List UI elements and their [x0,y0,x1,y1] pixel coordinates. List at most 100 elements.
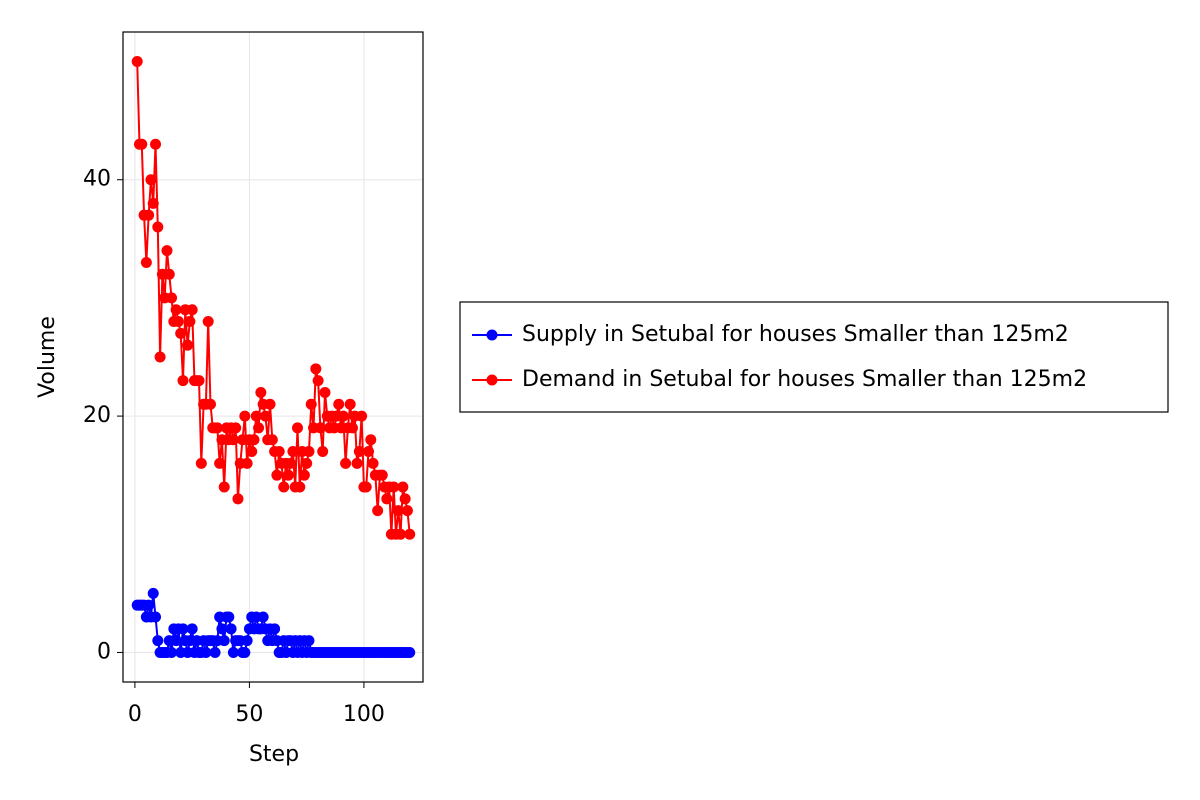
data-point [337,410,349,422]
data-point [294,481,306,493]
data-point [147,587,159,599]
data-point [356,410,368,422]
data-point [150,611,162,623]
data-point [301,457,313,469]
data-point [150,138,162,150]
data-point [310,363,322,375]
data-point [287,446,299,458]
data-point [266,434,278,446]
data-point [223,611,235,623]
data-point [376,469,388,481]
data-point [225,623,237,635]
data-point [209,646,221,658]
data-point [200,646,212,658]
legend-label: Demand in Setubal for houses Smaller tha… [522,367,1087,392]
data-point [214,457,226,469]
data-point [285,457,297,469]
data-point [253,422,265,434]
data-point [303,635,315,647]
data-point [204,398,216,410]
data-point [143,599,155,611]
data-point [232,493,244,505]
data-point [344,398,356,410]
data-point [367,457,379,469]
data-point [381,493,393,505]
y-tick-label: 20 [83,403,111,428]
data-point [147,197,159,209]
data-point [269,623,281,635]
data-point [170,635,182,647]
data-point [264,398,276,410]
series [131,587,416,658]
data-point [218,635,230,647]
data-point [395,528,407,540]
x-tick-label: 100 [343,702,385,727]
data-point [397,481,409,493]
data-point [177,375,189,387]
data-point [175,327,187,339]
data-point [177,623,189,635]
data-point [170,304,182,316]
data-point [218,481,230,493]
y-tick-label: 0 [97,639,111,664]
legend-marker [486,329,498,341]
data-point [372,505,384,517]
data-point [292,422,304,434]
data-point [136,138,148,150]
data-point [246,446,258,458]
data-point [186,623,198,635]
data-point [319,386,331,398]
data-point [305,398,317,410]
data-point [227,646,239,658]
data-point [152,221,164,233]
plot-frame [122,31,424,683]
data-point [282,469,294,481]
data-point [401,505,413,517]
data-point [360,481,372,493]
data-point [184,316,196,328]
data-point [241,635,253,647]
data-point [166,646,178,658]
legend-marker [486,374,498,386]
data-point [182,339,194,351]
data-point [404,528,416,540]
data-point [250,410,262,422]
data-point [392,505,404,517]
data-point [145,174,157,186]
data-point [248,434,260,446]
data-point [230,422,242,434]
data-point [241,457,253,469]
data-point [273,446,285,458]
data-point [239,410,251,422]
data-point [346,422,358,434]
data-point [143,209,155,221]
data-point [172,316,184,328]
x-tick-label: 50 [235,702,263,727]
data-point [163,268,175,280]
data-point [298,469,310,481]
data-point [362,446,374,458]
data-point [239,646,251,658]
data-point [271,469,283,481]
data-point [353,446,365,458]
data-point [259,410,271,422]
data-point [195,457,207,469]
data-point [193,375,205,387]
data-point [161,245,173,257]
x-tick-label: 0 [128,702,142,727]
data-point [152,635,164,647]
data-point [154,351,166,363]
series [131,56,416,540]
data-point [278,481,290,493]
data-point [388,481,400,493]
y-tick-label: 40 [83,167,111,192]
data-point [186,304,198,316]
data-point [303,446,315,458]
x-axis-label: Step [249,742,299,767]
data-point [404,646,416,658]
data-point [365,434,377,446]
data-point [216,623,228,635]
data-point [202,316,214,328]
